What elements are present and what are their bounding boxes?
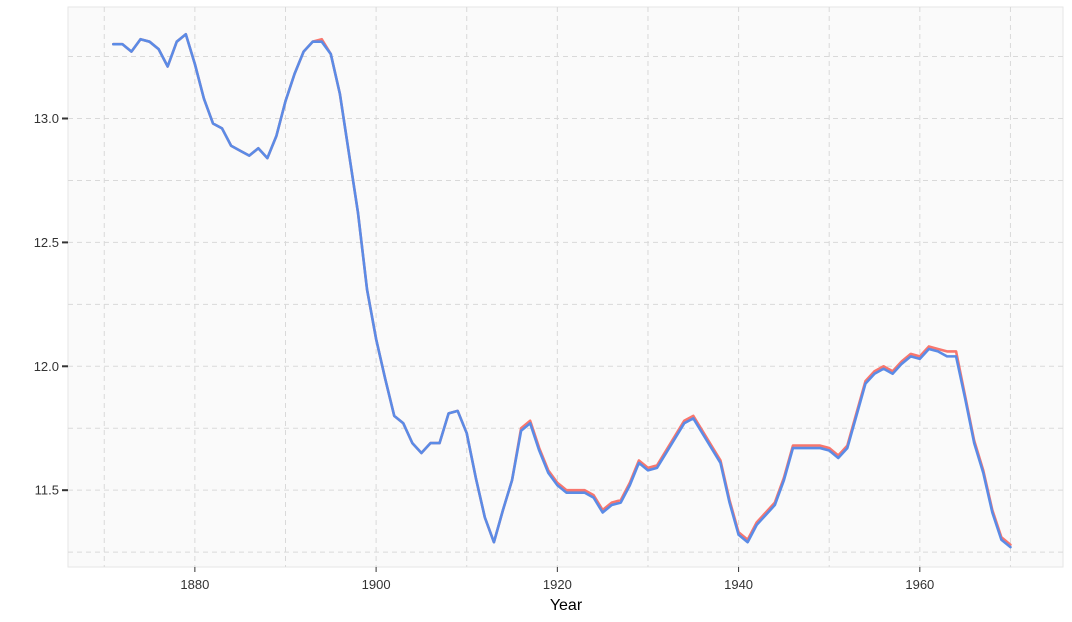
- y-tick-label: 11.5: [35, 483, 59, 498]
- axes: 1880 1900 1920 1940 1960 11.5 12.0 12.5 13.0: [34, 111, 935, 592]
- y-tick-label: 13.0: [34, 111, 59, 126]
- x-tick-label: 1880: [180, 577, 209, 592]
- y-tick-label: 12.0: [34, 359, 59, 374]
- x-axis-title: Year: [550, 597, 583, 614]
- series-lines: [112, 32, 1012, 549]
- series-line-blue: [112, 32, 1012, 549]
- x-tick-label: 1940: [724, 577, 753, 592]
- panel-background: [67, 6, 1064, 568]
- x-tick-label: 1900: [362, 577, 391, 592]
- y-tick-label: 12.5: [34, 235, 59, 250]
- x-tick-label: 1920: [543, 577, 572, 592]
- x-tick-label: 1960: [905, 577, 934, 592]
